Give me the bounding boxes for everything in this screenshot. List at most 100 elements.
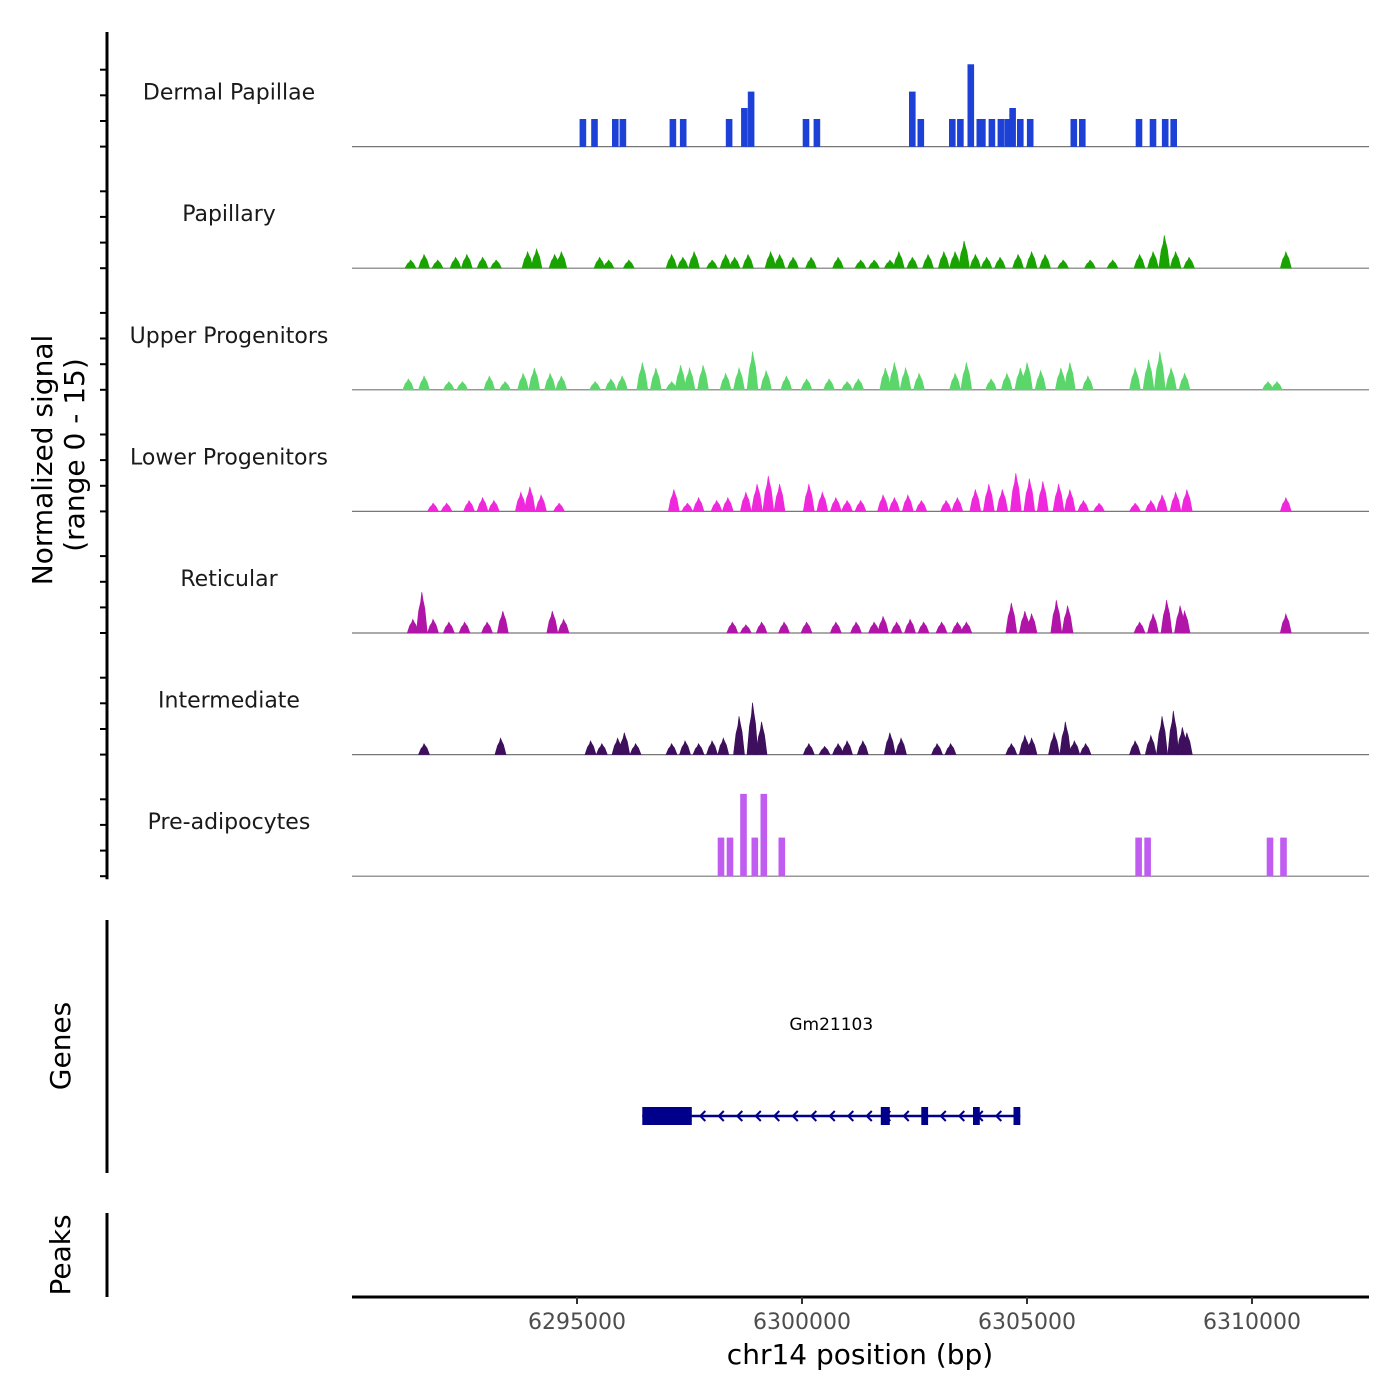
signal-peak	[1266, 837, 1274, 877]
signal-peak	[489, 259, 502, 269]
signal-peak	[1279, 496, 1292, 512]
signal-peak	[773, 484, 786, 512]
signal-peak	[841, 499, 853, 512]
signal-peak	[612, 119, 619, 147]
signal-peak	[982, 484, 995, 512]
signal-peak	[418, 253, 430, 269]
strand-arrow	[828, 1110, 836, 1122]
signal-peak	[530, 248, 543, 269]
strand-arrow	[698, 1110, 707, 1122]
signal-peak	[746, 351, 759, 391]
strand-arrow	[957, 1110, 966, 1122]
signal-peak	[787, 256, 799, 269]
signal-peak	[850, 621, 862, 634]
signal-peak	[742, 253, 754, 269]
signal-peak	[888, 362, 901, 391]
signal-peak	[1144, 734, 1157, 755]
signal-peak	[985, 378, 997, 391]
signal-peak	[877, 494, 889, 512]
signal-peak	[697, 365, 709, 391]
signal-peak	[980, 256, 993, 269]
signal-peak	[1144, 499, 1157, 512]
signal-peak	[719, 372, 732, 391]
signal-peak	[1135, 119, 1143, 147]
signal-peak	[1021, 362, 1033, 391]
signal-peak	[719, 253, 732, 269]
gene-exon	[1013, 1107, 1021, 1125]
signal-peak	[692, 496, 705, 512]
signal-peak	[1133, 253, 1146, 269]
signal-peak	[829, 496, 842, 512]
strand-arrow	[809, 1110, 818, 1122]
signal-peak	[988, 119, 996, 147]
signal-peak	[427, 618, 439, 634]
signal-peak	[665, 743, 678, 755]
strand-arrow	[994, 1110, 1003, 1122]
signal-peak	[780, 375, 793, 391]
signal-peak	[1056, 259, 1069, 269]
signal-peak	[937, 250, 950, 269]
x-tick-label: 6300000	[753, 1310, 851, 1335]
signal-peak	[595, 743, 608, 755]
signal-peak	[683, 366, 696, 391]
signal-peak	[1083, 259, 1096, 269]
strand-arrow	[791, 1110, 799, 1122]
signal-peak	[1039, 253, 1051, 269]
signal-peak	[1079, 743, 1092, 755]
signal-peak	[755, 621, 768, 634]
signal-peak	[544, 372, 556, 391]
signal-peak	[1153, 351, 1166, 391]
signal-peak	[1178, 372, 1191, 391]
signal-peak	[636, 362, 649, 391]
signal-peak	[710, 499, 723, 512]
signal-peak	[616, 375, 628, 391]
track-lower-progenitors: Lower Progenitors	[130, 445, 1369, 512]
signal-peak	[1005, 743, 1018, 755]
signal-peak	[688, 250, 700, 269]
signal-peak	[692, 743, 705, 755]
signal-peak	[1063, 489, 1076, 512]
signal-peak	[778, 837, 786, 877]
signal-peak	[841, 740, 853, 755]
signal-peak	[751, 484, 763, 512]
signal-peak	[679, 119, 687, 147]
signal-peak	[1280, 837, 1287, 877]
signal-peak	[762, 475, 775, 512]
signal-peak	[1068, 740, 1081, 755]
strand-arrow	[939, 1110, 947, 1122]
signal-peak	[552, 502, 565, 512]
signal-peak	[588, 381, 601, 391]
signal-peak	[802, 484, 815, 512]
signal-peak	[523, 486, 536, 512]
signal-peak	[909, 91, 916, 147]
signal-peak	[1156, 494, 1168, 512]
signal-peak	[555, 250, 568, 269]
signal-peak	[915, 499, 928, 512]
gene-exon	[973, 1107, 980, 1125]
signal-peak	[717, 837, 725, 877]
track-label-pre-adipocytes: Pre-adipocytes	[148, 810, 311, 835]
signal-peak	[917, 119, 925, 147]
signal-peak	[1147, 612, 1159, 634]
signal-peak	[951, 496, 964, 512]
signal-peak	[739, 491, 752, 512]
signal-peak	[602, 259, 615, 269]
signal-peak	[805, 256, 817, 269]
signal-peak	[1178, 609, 1191, 634]
signal-axis	[100, 32, 109, 880]
gene-exon	[921, 1107, 929, 1125]
signal-peak	[733, 716, 745, 755]
signal-peak	[1144, 837, 1151, 877]
signal-peak	[957, 119, 964, 147]
signal-peak	[1034, 369, 1047, 391]
signal-peak	[629, 743, 642, 755]
signal-peak	[1147, 250, 1159, 269]
signal-peak	[1165, 366, 1177, 391]
signal-peak	[747, 91, 755, 147]
signal-peak	[1063, 362, 1076, 391]
signal-peak	[535, 494, 547, 512]
signal-peak	[1025, 737, 1038, 755]
signal-peak	[1279, 612, 1292, 634]
signal-peak	[555, 375, 568, 391]
